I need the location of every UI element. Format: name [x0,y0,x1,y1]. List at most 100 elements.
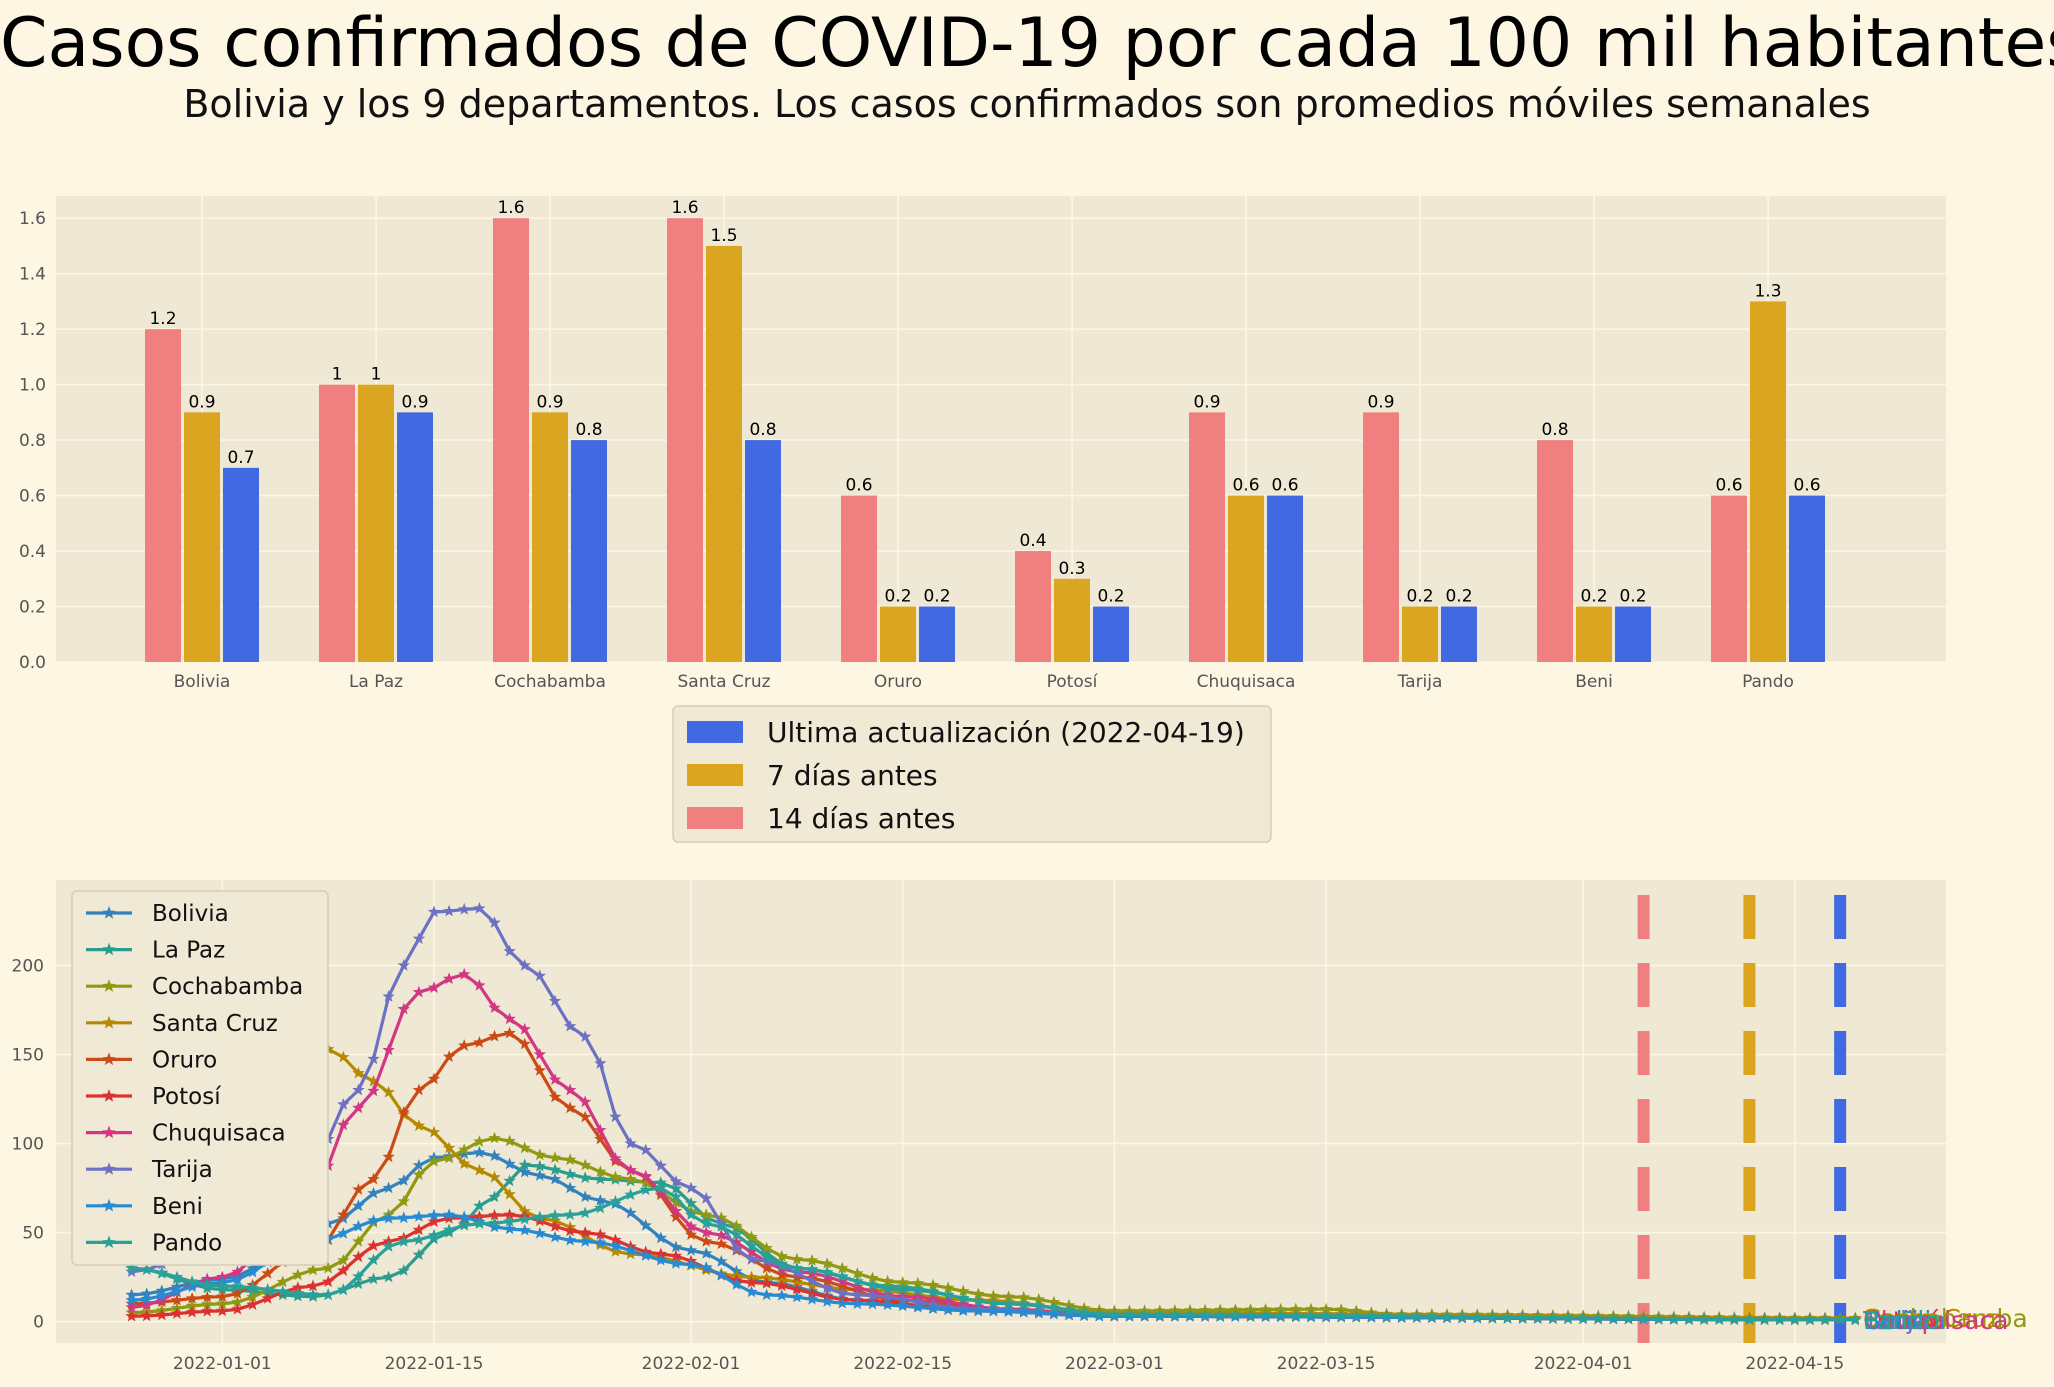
bar-legend-swatch [687,807,743,829]
series-marker [185,1299,199,1312]
line-x-tick-label: 2022-02-15 [853,1354,952,1374]
series-marker [503,1134,516,1147]
series-marker [926,1302,940,1314]
series-marker [473,1036,486,1048]
series-marker [1516,1311,1529,1323]
series-marker [760,1288,773,1301]
series-marker [367,1253,380,1266]
bar-y-tick-label: 0.8 [19,431,46,451]
series-marker [896,1283,909,1295]
series-marker [1017,1297,1030,1310]
series-marker [1849,1313,1862,1326]
series-marker [866,1271,879,1284]
series-marker [1017,1290,1030,1303]
series-marker [458,1143,471,1155]
series-marker [488,1001,501,1013]
line-y-tick-label: 0 [33,1313,44,1333]
bar [1576,606,1612,662]
series-marker [427,1228,441,1241]
bar [919,606,955,662]
series-marker [382,1150,395,1163]
series-marker [805,1262,819,1275]
series-marker [730,1219,743,1232]
series-marker [745,1230,758,1243]
series-marker [1788,1313,1801,1325]
series-marker [1304,1308,1318,1321]
bar-value-label: 0.2 [1580,587,1607,607]
series-marker [987,1296,1000,1309]
series-marker [322,1275,335,1287]
series-marker [563,1019,577,1032]
series-marker [745,1285,758,1298]
series-marker [896,1276,909,1288]
series-marker [170,1270,184,1283]
series-marker [1425,1310,1439,1322]
series-marker [1652,1312,1665,1325]
line-y-tick-label: 100 [12,1135,44,1155]
series-marker [548,994,562,1007]
series-marker [669,1240,683,1253]
series-marker [1713,1312,1726,1325]
series-marker [442,1211,456,1224]
series-marker [397,1174,410,1186]
series-marker [1682,1312,1696,1325]
series-marker [246,1281,259,1293]
series-marker [458,902,471,915]
bar-value-label: 1.6 [671,198,698,218]
bar-x-tick-label: Oruro [874,672,922,692]
series-marker [700,1208,713,1220]
series-marker [337,1118,350,1131]
bar-y-tick-label: 0.6 [19,487,46,507]
series-marker [866,1279,879,1291]
series-marker [518,1141,531,1154]
sub-title: Bolivia y los 9 departamentos. Los casos… [183,82,1871,126]
series-marker [836,1270,849,1282]
series-marker [382,1085,395,1098]
series-marker [412,1168,426,1180]
series-marker [624,1244,637,1256]
line-x-tick-label: 2022-01-15 [385,1354,484,1374]
series-marker [654,1247,667,1260]
bar-value-label: 0.8 [575,420,602,440]
bar-value-label: 0.7 [227,448,254,468]
series-marker [700,1226,713,1238]
series-marker [352,1277,365,1290]
series-marker [412,1210,426,1222]
series-marker [1274,1308,1287,1321]
series-marker [790,1290,804,1303]
series-marker [579,1095,592,1108]
bar [358,384,394,662]
series-marker [397,1211,410,1224]
series-marker [972,1304,985,1317]
series-marker [352,1235,365,1247]
series-marker [563,1167,577,1180]
series-marker [322,1261,335,1274]
bar-legend-label: 14 días antes [767,802,955,835]
series-marker [684,1181,698,1194]
series-marker [533,1048,546,1060]
series-marker [412,1233,426,1246]
bar [1615,606,1651,662]
series-marker [775,1289,788,1301]
series-marker [140,1298,153,1311]
series-marker [760,1254,773,1267]
series-marker [609,1245,622,1257]
line-x-tick-label: 2022-03-01 [1065,1354,1164,1374]
series-marker [442,1050,456,1062]
series-marker [624,1247,637,1260]
series-marker [548,1230,562,1243]
series-marker [518,1022,531,1035]
series-marker [654,1185,667,1198]
bar-value-label: 1.6 [497,198,524,218]
series-marker [1259,1308,1272,1321]
series-marker [291,1286,305,1299]
line-legend-label: Chuquisaca [152,1121,286,1147]
bar-value-label: 0.6 [1271,476,1298,496]
series-marker [1365,1309,1378,1322]
series-marker [548,1172,562,1185]
series-marker [503,1012,516,1025]
series-marker [805,1254,819,1266]
bar-value-label: 1.3 [1754,281,1781,301]
series-marker [427,1215,441,1227]
